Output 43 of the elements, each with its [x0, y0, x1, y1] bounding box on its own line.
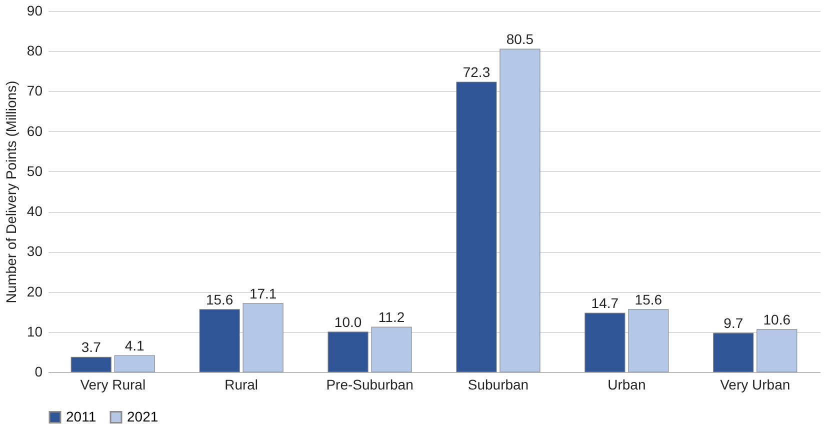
x-tick-label: Very Rural [80, 376, 146, 392]
x-tick-label: Pre-Suburban [326, 376, 414, 392]
text: 10.6 [763, 311, 790, 328]
y-tick-label: 90 [26, 2, 43, 18]
text: 10.0 [334, 314, 362, 330]
legend-label: 2021 [127, 408, 158, 424]
bar [584, 312, 626, 372]
x-tick-label: Urban [608, 376, 646, 392]
y-tick-label: 50 [26, 162, 43, 179]
text: 9.7 [724, 315, 744, 332]
bar [500, 48, 540, 372]
bar [70, 356, 112, 372]
bar [713, 332, 754, 372]
text: 72.3 [462, 64, 490, 80]
y-tick-label: 70 [26, 82, 43, 99]
text: 80.5 [506, 31, 534, 48]
text: 14.7 [591, 295, 619, 312]
bar [456, 82, 497, 372]
bar [242, 303, 284, 372]
bar [199, 309, 240, 372]
bar [756, 329, 798, 372]
y-tick-label: 10 [26, 323, 43, 340]
x-tick-label: Suburban [468, 376, 529, 392]
y-tick-label: 30 [26, 243, 43, 260]
y-axis-title: Number of Delivery Points (Millions) [2, 80, 19, 304]
y-tick-label: 0 [34, 364, 43, 380]
text: 15.6 [206, 291, 234, 308]
text: 17.1 [249, 285, 277, 302]
bar [328, 332, 368, 372]
y-tick-label: 80 [26, 42, 43, 59]
text: 11.2 [378, 309, 405, 326]
bar [628, 309, 669, 372]
bar [114, 355, 155, 372]
x-tick-label: Very Urban [720, 376, 790, 392]
y-tick-label: 40 [26, 203, 43, 220]
bar [371, 326, 412, 372]
text: 3.7 [81, 339, 101, 356]
text: 15.6 [634, 291, 662, 308]
text: 4.1 [124, 338, 144, 354]
x-tick-label: Rural [224, 376, 258, 392]
y-tick-label: 20 [26, 283, 43, 300]
legend-label: 2011 [66, 408, 96, 424]
y-tick-label: 60 [26, 122, 43, 139]
